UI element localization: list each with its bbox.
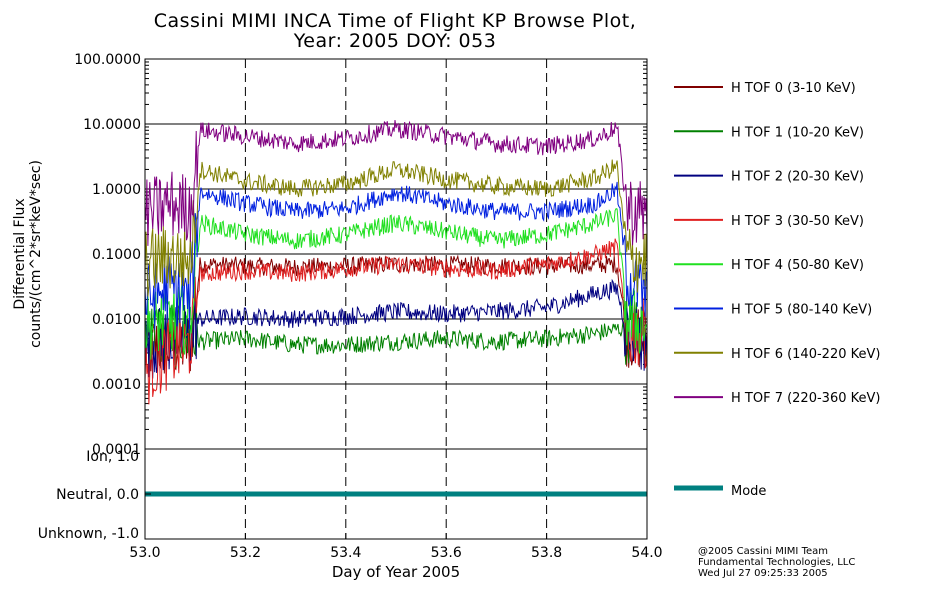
legend-label-tof-6: H TOF 6 (140-220 KeV) <box>731 347 880 362</box>
x-axis-label: Day of Year 2005 <box>332 563 460 581</box>
chart-subtitle: Year: 2005 DOY: 053 <box>293 30 497 52</box>
legend-label-tof-1: H TOF 1 (10-20 KeV) <box>731 125 864 140</box>
mode-ytick-label: Neutral, 0.0 <box>56 487 139 503</box>
credit-line-2: Fundamental Technologies, LLC <box>698 557 856 568</box>
xtick-label: 53.0 <box>129 545 160 561</box>
series-line-tof-7 <box>144 119 648 246</box>
flux-ytick-label: 100.0000 <box>74 52 141 68</box>
flux-ylabel-line-2: counts/(cm^2*sr*keV*sec) <box>28 160 44 348</box>
series-line-tof-5 <box>144 181 648 330</box>
chart-title: Cassini MIMI INCA Time of Flight KP Brow… <box>153 10 637 32</box>
flux-ylabel-line-1: Differential Flux <box>12 198 28 309</box>
flux-ytick-label: 0.0010 <box>92 377 141 393</box>
legend-label-tof-0: H TOF 0 (3-10 KeV) <box>731 81 856 96</box>
legend-label-tof-3: H TOF 3 (30-50 KeV) <box>731 214 864 229</box>
legend-label-tof-2: H TOF 2 (20-30 KeV) <box>731 170 864 185</box>
legend-label-tof-5: H TOF 5 (80-140 KeV) <box>731 303 872 318</box>
xtick-label: 53.8 <box>531 545 562 561</box>
series-line-tof-1 <box>144 297 648 368</box>
credit-line-1: @2005 Cassini MIMI Team <box>698 546 828 557</box>
mode-ytick-label: Ion, 1.0 <box>86 449 139 465</box>
flux-ytick-label: 1.0000 <box>92 182 141 198</box>
flux-ytick-label: 0.1000 <box>92 247 141 263</box>
flux-ytick-label: 0.0001 <box>92 442 141 458</box>
series-line-tof-3 <box>144 238 648 405</box>
legend-label-mode: Mode <box>731 484 766 499</box>
flux-ytick-label: 10.0000 <box>83 117 141 133</box>
xtick-label: 53.6 <box>431 545 462 561</box>
mode-ytick-label: Unknown, -1.0 <box>38 526 139 542</box>
legend-label-tof-4: H TOF 4 (50-80 KeV) <box>731 258 864 273</box>
xtick-label: 54.0 <box>631 545 662 561</box>
flux-ytick-label: 0.0100 <box>92 312 141 328</box>
legend-label-tof-7: H TOF 7 (220-360 KeV) <box>731 391 880 406</box>
credit-line-3: Wed Jul 27 09:25:33 2005 <box>698 568 828 579</box>
series-line-tof-6 <box>144 159 648 297</box>
series-line-tof-2 <box>144 278 648 379</box>
xtick-label: 53.2 <box>230 545 261 561</box>
xtick-label: 53.4 <box>330 545 361 561</box>
series-line-tof-4 <box>144 207 648 360</box>
